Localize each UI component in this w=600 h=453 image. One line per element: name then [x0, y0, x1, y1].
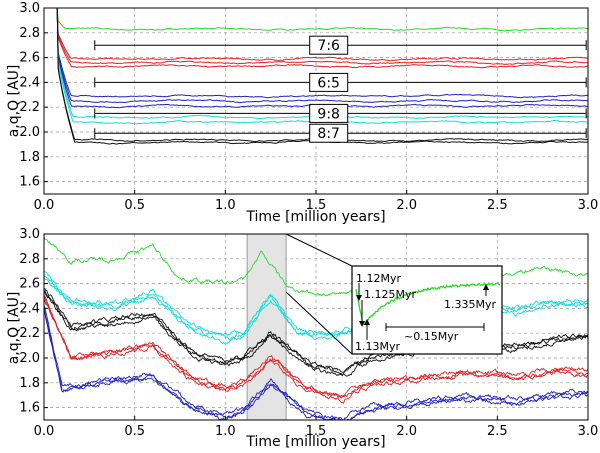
inset-label-1.12Myr: 1.12Myr	[356, 272, 401, 285]
zoom-connector-bottom	[285, 291, 353, 355]
bottom-xtick-label: 1.5	[306, 424, 327, 439]
bottom-ytick-label: 2.2	[19, 326, 40, 341]
inset-arrowhead-1.125	[359, 321, 365, 327]
bottom-xtick-label: 0.5	[124, 424, 145, 439]
resonance-label-box	[309, 35, 349, 55]
bottom-series-red-line	[43, 294, 589, 398]
bottom-xtick-label: 1.0	[215, 424, 236, 439]
top-series-blue-line	[53, 7, 589, 99]
bottom-xtick-label: 2.0	[396, 424, 417, 439]
top-ytick-label: 2.2	[19, 100, 40, 115]
resonance-label-box	[309, 123, 349, 143]
top-series-red-line	[53, 7, 589, 62]
bottom-xtick-label: 0.0	[34, 424, 55, 439]
inset-label-0.15Myr: ~0.15Myr	[404, 330, 459, 343]
top-ytick-label: 2.4	[19, 75, 40, 90]
top-xtick-label: 0.5	[124, 198, 145, 213]
top-xtick-label: 0.0	[34, 198, 55, 213]
resonance-label-7:6: 7:6	[317, 38, 340, 54]
inset-green-curve	[355, 281, 501, 326]
top-ytick-label: 2.0	[19, 125, 40, 140]
resonance-label-box	[309, 103, 349, 123]
top-ytick-label: 2.6	[19, 51, 40, 66]
top-ytick-label: 1.8	[19, 150, 40, 165]
top-ytick-label: 1.6	[19, 175, 40, 190]
top-xtick-label: 1.5	[306, 198, 327, 213]
top-panel: 7:6 6:5 9:8 8:7 0.0 0.5 1.0 1.5 2.0 2.5 3.0 1.6 1.8…	[6, 1, 598, 225]
zoom-connector-top	[285, 233, 353, 267]
top-xtick-label: 3.0	[578, 198, 599, 213]
bottom-xtick-label: 3.0	[578, 424, 599, 439]
top-xtick-label: 2.5	[487, 198, 508, 213]
top-y-axis-label: a,q,Q [AU]	[6, 65, 22, 138]
inset-arrowhead-1.12	[356, 295, 362, 301]
bottom-series-blue-line	[43, 304, 589, 421]
top-series-red-line	[53, 7, 588, 65]
bottom-y-axis-label: a,q,Q [AU]	[6, 292, 22, 365]
inset-label-1.335Myr: 1.335Myr	[444, 298, 496, 311]
top-series	[53, 7, 589, 145]
top-xtick-label: 1.0	[215, 198, 236, 213]
bottom-ytick-label: 1.6	[19, 401, 40, 416]
top-ticks: 0.0 0.5 1.0 1.5 2.0 2.5 3.0 1.6 1.8 2.0 2.2 2.4 2.6 2…	[19, 1, 598, 213]
top-ytick-label: 3.0	[19, 1, 40, 16]
inset-label-1.125Myr: 1.125Myr	[364, 288, 416, 301]
bottom-ytick-label: 2.4	[19, 301, 40, 316]
top-resonance-markers: 7:6 6:5 9:8 8:7	[94, 35, 587, 143]
bottom-ticks: 0.0 0.5 1.0 1.5 2.0 2.5 3.0 1.6 1.8 2.0 2.2 2.4 2.6 2…	[19, 227, 598, 439]
bottom-ytick-label: 1.8	[19, 376, 40, 391]
inset-label-1.13Myr: 1.13Myr	[355, 340, 400, 353]
bottom-ytick-label: 2.8	[19, 252, 40, 267]
zoom-inset: 1.12Myr 1.125Myr 1.13Myr 1.335Myr ~0.15M…	[351, 265, 503, 355]
inset-arrowhead-1.335	[483, 284, 489, 290]
top-ytick-label: 2.8	[19, 26, 40, 41]
resonance-label-box	[309, 72, 349, 92]
bottom-ytick-label: 3.0	[19, 227, 40, 242]
top-series-blue-line	[53, 7, 589, 104]
top-x-axis-label: Time [million years]	[245, 209, 385, 225]
inset-arrowhead-1.13	[364, 319, 370, 325]
bottom-x-axis-label: Time [million years]	[245, 434, 385, 450]
top-series-green-line	[53, 7, 589, 32]
top-series-red-line	[53, 7, 588, 69]
bottom-panel: 0.0 0.5 1.0 1.5 2.0 2.5 3.0 1.6 1.8 2.0 2.2 2.4 2.6 2…	[6, 227, 598, 450]
resonance-label-9:8: 9:8	[317, 106, 340, 122]
resonance-label-6:5: 6:5	[317, 75, 340, 91]
bottom-xtick-label: 2.5	[487, 424, 508, 439]
resonance-label-8:7: 8:7	[317, 126, 340, 142]
top-xtick-label: 2.0	[396, 198, 417, 213]
inset-frame	[351, 265, 503, 355]
bottom-series-red-line	[43, 295, 589, 399]
bottom-ytick-label: 2.6	[19, 277, 40, 292]
bottom-ytick-label: 2.0	[19, 351, 40, 366]
